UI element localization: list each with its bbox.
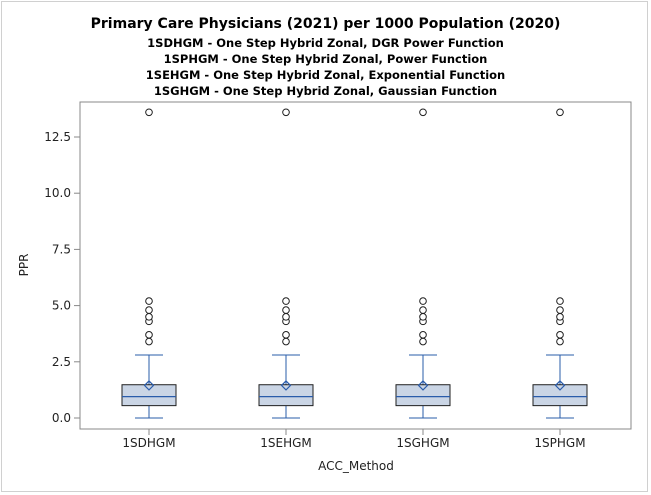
x-axis-label: ACC_Method: [318, 459, 394, 473]
outlier-point: [145, 306, 153, 314]
chart-subtitle-1: 1SDHGM - One Step Hybrid Zonal, DGR Powe…: [147, 36, 504, 50]
x-tick-label: 1SEHGM: [260, 436, 312, 450]
x-axis: 1SDHGM 1SEHGM 1SGHGM 1SPHGM: [122, 429, 586, 450]
y-tick-label: 12.5: [44, 130, 71, 144]
outlier-point: [556, 337, 564, 346]
outlier-point: [282, 297, 290, 305]
mean-marker: [143, 380, 155, 391]
box-group: [532, 108, 588, 419]
box-series: [121, 108, 588, 419]
mean-marker: [417, 380, 429, 391]
outlier-point: [419, 313, 427, 321]
y-tick-label: 10.0: [44, 186, 71, 200]
outlier-point: [556, 297, 564, 305]
y-axis-label: PPR: [17, 254, 31, 277]
outlier-point: [556, 108, 564, 117]
box-group: [258, 108, 314, 419]
outlier-point: [145, 331, 153, 339]
chart-title: Primary Care Physicians (2021) per 1000 …: [90, 16, 561, 32]
x-tick-label: 1SPHGM: [534, 436, 585, 450]
outlier-point: [419, 108, 427, 117]
y-tick-label: 5.0: [52, 299, 71, 313]
chart-subtitle-3: 1SEHGM - One Step Hybrid Zonal, Exponent…: [145, 68, 506, 82]
outlier-point: [282, 331, 290, 339]
iqr-box: [121, 384, 177, 407]
outlier-point: [556, 313, 564, 321]
x-tick-label: 1SGHGM: [396, 436, 449, 450]
y-tick-label: 0.0: [52, 411, 71, 425]
chart-subtitle-2: 1SPHGM - One Step Hybrid Zonal, Power Fu…: [163, 52, 488, 66]
iqr-box: [395, 384, 451, 407]
iqr-box: [532, 384, 588, 407]
outlier-point: [145, 108, 153, 117]
iqr-box: [258, 384, 314, 407]
x-tick-label: 1SDHGM: [122, 436, 175, 450]
outlier-point: [145, 337, 153, 346]
outlier-point: [282, 306, 290, 314]
outlier-point: [419, 331, 427, 339]
outlier-point: [282, 108, 290, 117]
outlier-point: [282, 337, 290, 346]
mean-marker: [554, 380, 566, 391]
y-tick-label: 2.5: [52, 355, 71, 369]
mean-marker: [280, 380, 292, 391]
outlier-point: [145, 297, 153, 305]
box-group: [121, 108, 177, 419]
outlier-point: [145, 313, 153, 321]
y-axis: 0.0 2.5 5.0 7.5 10.0 12.5: [44, 130, 80, 425]
outlier-point: [419, 306, 427, 314]
chart-subtitle-4: 1SGHGM - One Step Hybrid Zonal, Gaussian…: [153, 84, 498, 98]
outlier-point: [556, 306, 564, 314]
y-tick-label: 7.5: [52, 242, 71, 256]
outlier-point: [556, 331, 564, 339]
outlier-point: [419, 297, 427, 305]
box-group: [395, 108, 451, 419]
outlier-point: [282, 313, 290, 321]
outlier-point: [419, 337, 427, 346]
plot-area: [79, 101, 632, 430]
